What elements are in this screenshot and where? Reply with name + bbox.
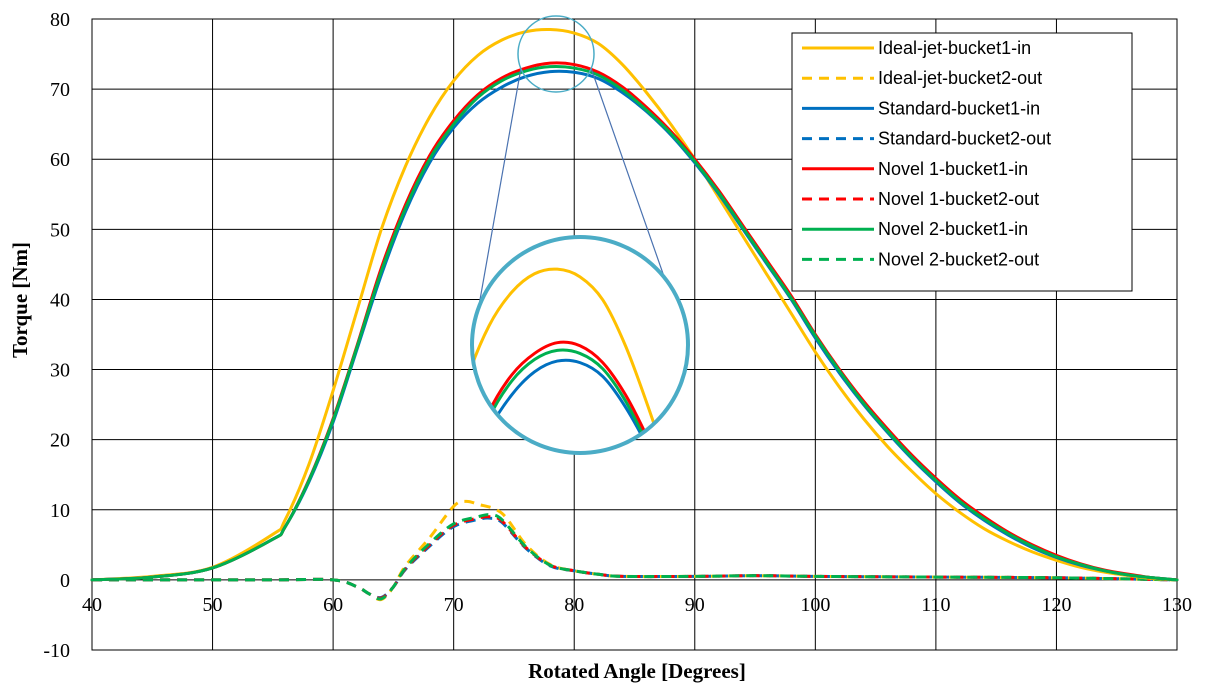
legend-label: Novel 1-bucket1-in (878, 159, 1028, 179)
y-tick-labels: -10 0 10 20 30 40 50 60 70 80 (43, 9, 70, 662)
legend-label: Novel 2-bucket1-in (878, 219, 1028, 239)
y-tick-label: 40 (50, 289, 70, 311)
x-tick-label: 40 (82, 594, 102, 616)
x-tick-labels: 40 50 60 70 80 90 100 110 120 130 (82, 594, 1192, 616)
zoom-inset-circle (470, 235, 690, 455)
y-tick-label: 0 (60, 570, 70, 592)
inset-series-line (472, 340, 688, 453)
x-tick-label: 70 (444, 594, 464, 616)
y-tick-label: 30 (50, 360, 70, 382)
legend-label: Standard-bucket1-in (878, 98, 1040, 118)
y-tick-label: 70 (50, 79, 70, 101)
x-tick-label: 130 (1162, 594, 1192, 616)
legend-label: Ideal-jet-bucket1-in (878, 38, 1031, 58)
y-tick-label: 10 (50, 500, 70, 522)
x-tick-label: 50 (203, 594, 223, 616)
zoom-inset-curves (472, 267, 688, 453)
legend-label: Novel 1-bucket2-out (878, 189, 1039, 209)
x-axis-title: Rotated Angle [Degrees] (528, 659, 746, 683)
series-line (90, 65, 1179, 582)
zoom-source-circle (517, 15, 595, 93)
x-tick-label: 100 (800, 594, 830, 616)
x-tick-label: 120 (1041, 594, 1071, 616)
legend-label: Standard-bucket2-out (878, 129, 1051, 149)
y-tick-label: -10 (43, 640, 70, 662)
series-line (90, 27, 1179, 582)
x-tick-label: 60 (323, 594, 343, 616)
legend-label: Novel 2-bucket2-out (878, 249, 1039, 269)
legend-label: Ideal-jet-bucket2-out (878, 68, 1042, 88)
y-axis-title: Torque [Nm] (8, 242, 32, 358)
x-tick-label: 80 (564, 594, 584, 616)
inset-series-line (472, 348, 688, 453)
y-tick-label: 60 (50, 149, 70, 171)
x-tick-label: 110 (921, 594, 950, 616)
y-tick-label: 20 (50, 430, 70, 452)
series-line (92, 499, 1178, 602)
series-lines (90, 27, 1179, 602)
legend: Ideal-jet-bucket1-in Ideal-jet-bucket2-ou… (791, 32, 1133, 292)
plot-border (91, 18, 1178, 651)
legend-box (791, 32, 1133, 292)
inset-series-line (472, 267, 688, 453)
series-line (92, 516, 1178, 600)
zoom-inset (470, 15, 690, 455)
y-tick-label: 80 (50, 9, 70, 31)
inset-series-line (472, 358, 688, 453)
x-tick-label: 90 (685, 594, 705, 616)
y-tick-label: 50 (50, 219, 70, 241)
plot-area-border (91, 18, 1178, 651)
